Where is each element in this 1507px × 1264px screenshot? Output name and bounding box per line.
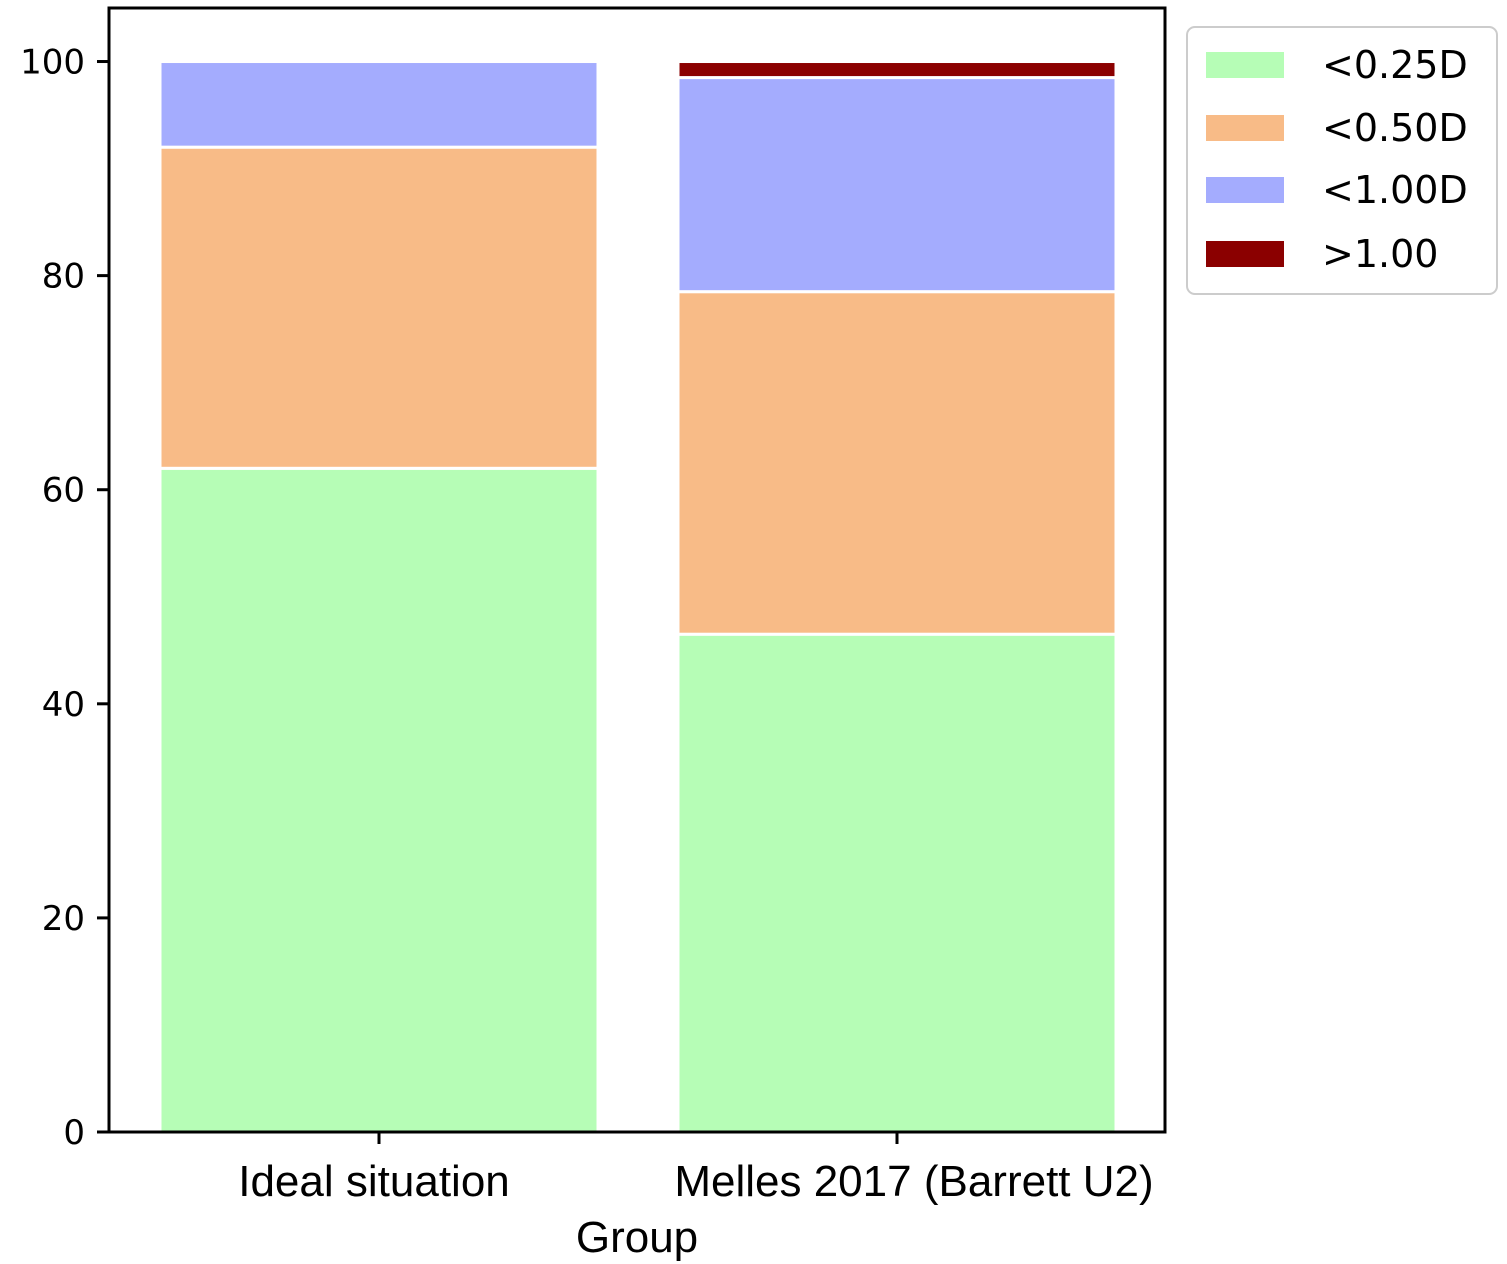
- legend-label: <0.25D: [1322, 43, 1468, 87]
- y-tick-label: 100: [20, 43, 85, 83]
- legend-swatch: [1206, 52, 1284, 78]
- y-tick-label: 20: [42, 899, 85, 939]
- bar-0-series-0: [158, 466, 600, 1134]
- y-tick-label: 40: [42, 685, 85, 725]
- legend-frame: [1186, 26, 1498, 295]
- bar-1-series-0: [676, 632, 1118, 1134]
- y-tick-label: 80: [42, 257, 85, 297]
- bar-1-series-3: [676, 60, 1118, 80]
- y-axis: 0 20 40 60 80 100: [20, 43, 109, 1153]
- legend-swatch: [1206, 241, 1284, 267]
- bar-1-series-1: [676, 290, 1118, 636]
- legend-swatch: [1206, 177, 1284, 203]
- legend-label: <0.50D: [1322, 106, 1468, 150]
- bars-layer: [158, 60, 1118, 1134]
- x-tick-label: Ideal situation: [238, 1157, 510, 1206]
- plot-frame: [107, 6, 1167, 1134]
- legend-label: <1.00D: [1322, 168, 1468, 212]
- bar-0-series-2: [158, 60, 600, 149]
- x-axis: Ideal situation Melles 2017 (Barrett U2): [238, 1132, 1154, 1206]
- legend: <0.25D <0.50D <1.00D >1.00: [1186, 26, 1498, 295]
- bar-1-series-2: [676, 76, 1118, 294]
- bar-0-series-1: [158, 145, 600, 470]
- x-tick-label: Melles 2017 (Barrett U2): [674, 1157, 1153, 1206]
- y-tick-label: 0: [63, 1113, 85, 1153]
- x-axis-title: Group: [576, 1213, 698, 1262]
- y-tick-label: 60: [42, 471, 85, 511]
- legend-label: >1.00: [1322, 232, 1438, 276]
- legend-swatch: [1206, 115, 1284, 141]
